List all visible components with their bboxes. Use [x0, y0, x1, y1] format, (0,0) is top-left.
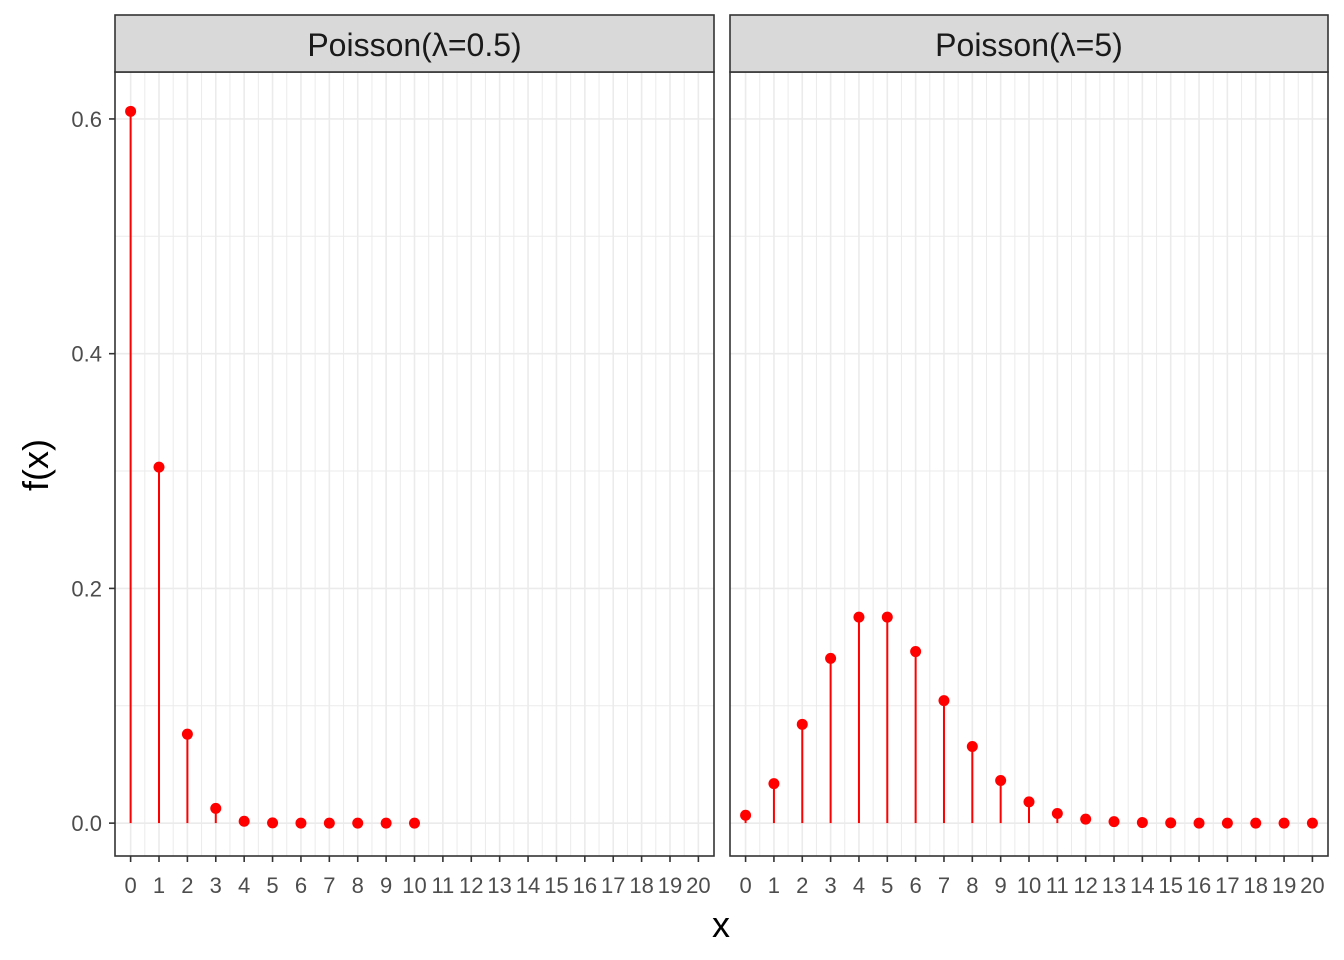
data-point: [125, 105, 137, 117]
x-tick-label: 2: [181, 873, 193, 898]
data-point: [768, 778, 780, 790]
x-tick-label: 13: [487, 873, 511, 898]
x-tick-label: 6: [295, 873, 307, 898]
x-tick-label: 9: [380, 873, 392, 898]
x-tick-label: 18: [1243, 873, 1267, 898]
x-tick-label: 16: [1187, 873, 1211, 898]
data-point: [323, 817, 335, 829]
strip-header: [729, 14, 1329, 73]
x-tick-label: 10: [402, 873, 426, 898]
x-tick-label: 4: [853, 873, 865, 898]
data-point: [1136, 817, 1148, 829]
x-tick-label: 8: [966, 873, 978, 898]
data-point: [1278, 817, 1290, 829]
y-tick-label: 0.2: [71, 576, 102, 601]
x-tick-label: 11: [1046, 873, 1069, 898]
data-point: [210, 802, 222, 814]
data-point: [267, 817, 279, 829]
x-tick-label: 1: [768, 873, 780, 898]
data-point: [995, 775, 1007, 787]
x-tick-label: 5: [881, 873, 893, 898]
x-tick-label: 12: [1073, 873, 1097, 898]
data-point: [409, 817, 420, 829]
x-tick-label: 17: [1215, 873, 1239, 898]
x-tick-label: 0: [739, 873, 751, 898]
strip-title: Poisson(λ=0.5): [307, 27, 521, 63]
data-point: [853, 611, 865, 623]
x-tick-label: 15: [1158, 873, 1182, 898]
data-point: [1221, 817, 1233, 829]
x-tick-label: 20: [686, 873, 710, 898]
strip-title: Poisson(λ=5): [935, 27, 1123, 63]
panel-poisson-0-5: Poisson(λ=0.5)0 1 2 3 4 5 6 7 8 9 10 11 12 13 14 15 16 17…: [114, 14, 715, 898]
x-tick-label: 14: [1130, 873, 1154, 898]
data-point: [796, 718, 808, 730]
data-point: [1051, 808, 1063, 820]
data-point: [1023, 796, 1035, 808]
data-point: [1250, 817, 1262, 829]
data-point: [1165, 817, 1177, 829]
data-point: [1108, 816, 1120, 828]
x-tick-label: 18: [629, 873, 653, 898]
panel-poisson-5: Poisson(λ=5)0 1 2 3 4 5 6 7 8 9 10 11 12 13 14 15 16 17 18…: [729, 14, 1329, 898]
data-point: [740, 809, 752, 821]
x-tick-label: 19: [658, 873, 682, 898]
x-tick-label: 15: [544, 873, 568, 898]
x-tick-label: 4: [238, 873, 250, 898]
x-tick-label: 20: [1300, 873, 1324, 898]
data-point: [825, 652, 837, 664]
data-point: [966, 740, 978, 752]
x-tick-label: 7: [938, 873, 950, 898]
data-point: [238, 815, 250, 827]
data-point: [153, 461, 165, 473]
x-tick-label: 17: [601, 873, 625, 898]
data-point: [910, 646, 922, 658]
x-axis-title: x: [712, 904, 730, 945]
y-tick-label: 0.4: [71, 342, 102, 367]
data-point: [1193, 817, 1205, 829]
x-tick-label: 1: [153, 873, 165, 898]
x-tick-label: 19: [1272, 873, 1296, 898]
x-tick-label: 0: [124, 873, 136, 898]
x-tick-label: 2: [796, 873, 808, 898]
data-point: [295, 817, 307, 829]
data-point: [352, 817, 364, 829]
x-tick-label: 3: [824, 873, 836, 898]
x-tick-label: 6: [910, 873, 922, 898]
x-tick-label: 12: [459, 873, 483, 898]
strip-header: [114, 14, 715, 73]
y-axis-title: f(x): [15, 439, 56, 491]
x-tick-label: 16: [573, 873, 597, 898]
y-tick-label: 0.6: [71, 107, 102, 132]
x-tick-label: 9: [995, 873, 1007, 898]
x-tick-label: 14: [516, 873, 540, 898]
x-tick-label: 11: [431, 873, 454, 898]
data-point: [380, 817, 392, 829]
data-point: [181, 728, 193, 740]
data-point: [1306, 817, 1318, 829]
y-tick-label: 0.0: [71, 811, 102, 836]
data-point: [881, 611, 893, 623]
x-tick-label: 8: [352, 873, 364, 898]
x-tick-label: 10: [1017, 873, 1041, 898]
y-axis: 0.0 0.2 0.4 0.6: [71, 107, 115, 836]
x-tick-label: 13: [1102, 873, 1126, 898]
x-tick-label: 3: [210, 873, 222, 898]
x-tick-label: 7: [323, 873, 335, 898]
x-tick-label: 5: [266, 873, 278, 898]
data-point: [1080, 813, 1092, 825]
data-point: [938, 695, 950, 707]
